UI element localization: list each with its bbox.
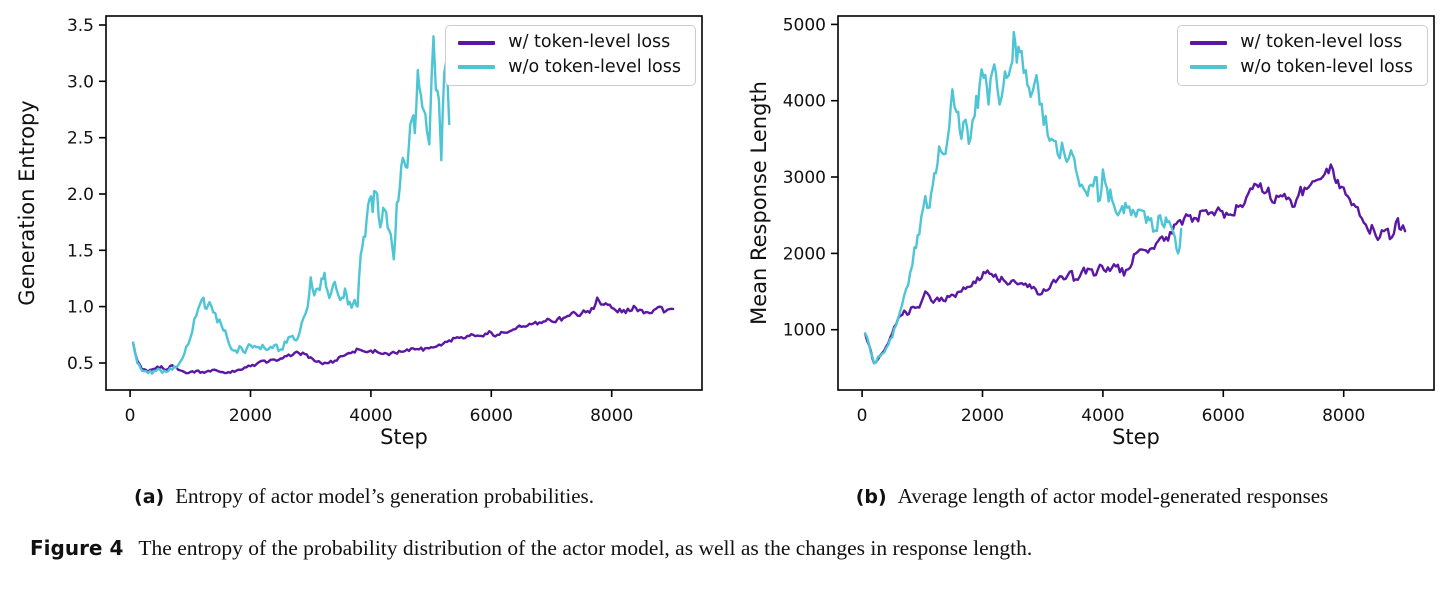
response-length-chart: 0 2000 4000 6000 8000 1000 2000 3000 4000 5000 Ste…	[747, 15, 1435, 449]
entropy-chart: 0 2000 4000 6000 8000 0.5 1.0 1.5 2.0 2.5 3.0 3.5 St…	[15, 15, 703, 449]
legend-line-swatch-purple	[458, 40, 496, 45]
series-line-purple	[131, 296, 675, 375]
y-tick-label: 1.0	[67, 298, 94, 318]
legend-label: w/o token-level loss	[508, 56, 681, 77]
y-tick-label: 1.5	[67, 241, 94, 261]
legend-item-w-token: w/ token-level loss	[1190, 32, 1413, 52]
x-tick-label: 8000	[590, 406, 633, 426]
figure-caption-text: The entropy of the probability distribut…	[138, 536, 1033, 560]
x-axis-label: Step	[1112, 425, 1160, 449]
y-tick-label: 3.0	[67, 72, 94, 92]
y-tick-label: 2.0	[67, 185, 94, 205]
y-tick-label: 2000	[783, 244, 826, 264]
figure-caption: Figure 4 The entropy of the probability d…	[30, 536, 1456, 561]
subcaptions-row: (a) Entropy of actor model’s generation p…	[0, 484, 1456, 509]
subcaption-b: (b) Average length of actor model-generat…	[728, 484, 1456, 509]
subcaption-b-text: Average length of actor model-generated …	[897, 484, 1329, 508]
legend-line-swatch-cyan	[1190, 65, 1228, 70]
x-tick-label: 6000	[470, 406, 513, 426]
plot-border	[105, 15, 703, 391]
y-tick-label: 3.5	[67, 16, 94, 36]
x-tick-label: 2000	[229, 406, 272, 426]
plot-border	[837, 15, 1435, 391]
legend-item-w-token: w/ token-level loss	[458, 32, 681, 52]
y-tick-label: 5000	[783, 15, 826, 35]
y-tick-label: 4000	[783, 92, 826, 112]
y-axis-label: Generation Entropy	[15, 100, 39, 305]
legend: w/ token-level loss w/o token-level loss	[445, 25, 696, 86]
x-tick-label: 4000	[349, 406, 392, 426]
legend-label: w/ token-level loss	[508, 32, 671, 52]
x-axis-label: Step	[380, 425, 428, 449]
entropy-chart-panel: 0 2000 4000 6000 8000 0.5 1.0 1.5 2.0 2.5 3.0 3.5 St…	[6, 0, 718, 452]
legend: w/ token-level loss w/o token-level loss	[1177, 25, 1428, 86]
y-tick-label: 3000	[783, 168, 826, 188]
subcaption-a: (a) Entropy of actor model’s generation p…	[0, 484, 728, 509]
subcaption-b-label: (b)	[855, 486, 887, 508]
series-line-purple	[863, 163, 1407, 365]
subcaption-a-label: (a)	[134, 486, 165, 508]
x-tick-label: 2000	[961, 406, 1004, 426]
x-tick-label: 4000	[1081, 406, 1124, 426]
subcaption-a-text: Entropy of actor model’s generation prob…	[175, 484, 594, 508]
legend-item-wo-token: w/o token-level loss	[1190, 56, 1413, 77]
figure-caption-label: Figure 4	[30, 536, 124, 560]
legend-line-swatch-purple	[1190, 40, 1228, 45]
x-tick-label: 6000	[1202, 406, 1245, 426]
legend-item-wo-token: w/o token-level loss	[458, 56, 681, 77]
x-tick-label: 8000	[1322, 406, 1365, 426]
charts-row: 0 2000 4000 6000 8000 0.5 1.0 1.5 2.0 2.5 3.0 3.5 St…	[6, 0, 1450, 452]
y-tick-label: 0.5	[67, 354, 94, 374]
y-tick-label: 1000	[783, 321, 826, 341]
legend-label: w/ token-level loss	[1240, 32, 1403, 52]
y-axis-label: Mean Response Length	[747, 81, 771, 325]
response-length-chart-panel: 0 2000 4000 6000 8000 1000 2000 3000 4000 5000 Ste…	[738, 0, 1450, 452]
y-tick-label: 2.5	[67, 129, 94, 149]
x-tick-label: 0	[857, 406, 868, 426]
series-line-cyan	[131, 35, 451, 375]
legend-label: w/o token-level loss	[1240, 56, 1413, 77]
x-tick-label: 0	[125, 406, 136, 426]
series-line-cyan	[863, 30, 1183, 365]
legend-line-swatch-cyan	[458, 65, 496, 70]
